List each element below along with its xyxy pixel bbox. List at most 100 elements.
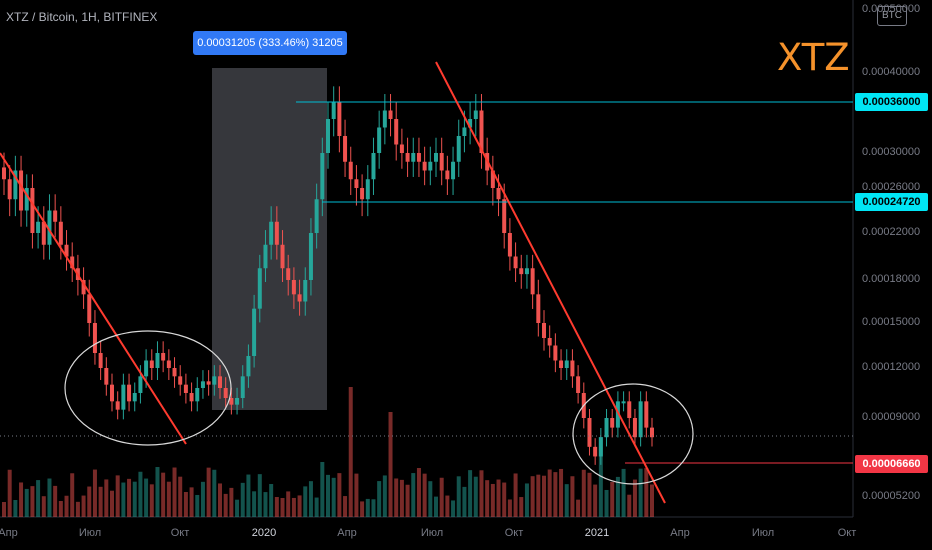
volume-bar [19,482,24,517]
volume-bar [507,499,512,517]
highlight-ellipse-2 [572,383,694,485]
volume-bar [286,491,291,517]
volume-bar [360,501,365,517]
x-tick-label: Окт [170,527,190,539]
volume-bar [632,479,637,517]
volume-bar [218,483,222,517]
y-tick-label: 0.00009000 [862,411,921,423]
volume-bar [274,497,279,517]
volume-bar [576,499,581,517]
y-tick-label: 0.00005200 [862,490,921,502]
volume-bar [206,467,211,517]
candle-body [530,268,535,295]
volume-bar [92,469,97,517]
candle-body [576,376,581,393]
volume-bar [269,484,274,517]
x-tick-label: Окт [504,527,524,539]
candle-body [303,280,308,302]
volume-bar [240,482,245,517]
highlight-ellipse-1 [64,330,232,446]
volume-bar [388,412,393,517]
volume-bar [428,481,433,517]
candle-body [416,153,421,162]
candle-body [553,345,558,361]
candle-body [371,153,376,180]
volume-bar [200,481,205,517]
y-tick-label: 0.00030000 [862,146,921,158]
candle-body [13,170,18,200]
volume-bar [411,473,416,517]
volume-bar [58,501,63,517]
volume-bar [75,501,80,517]
candle-body [223,388,228,398]
volume-bar [473,476,478,517]
volume-bar [2,502,6,517]
volume-bar [161,472,166,517]
candle-body [269,221,274,245]
volume-bar [41,496,46,517]
candle-body [360,188,365,200]
volume-bar [36,480,41,517]
candle-body [252,308,257,356]
y-tick-label: 0.00050000 [862,3,921,15]
candle-body [24,188,29,211]
volume-bar [166,481,171,517]
candle-body [542,323,546,338]
candle-body [127,384,132,402]
x-tick-label: Июл [751,527,775,539]
volume-bar [536,474,541,517]
volume-bar [149,484,154,517]
candle-body [183,384,188,393]
volume-bar [7,469,12,517]
trend-line-2 [435,61,666,504]
candle-body [291,280,296,295]
candle-body [206,381,211,385]
volume-bar [337,473,342,517]
volume-bar [183,492,188,517]
candle-body [41,221,46,245]
candle-body [104,368,109,385]
x-tick-label: Апр [0,527,18,539]
volume-bar [638,468,643,517]
candle-body [263,244,268,269]
volume-bar [354,473,359,517]
volume-bar [30,486,35,517]
candle-body [377,127,382,153]
volume-bar [121,482,126,517]
volume-bar [235,499,240,517]
candle-body [92,323,97,353]
candle-body [388,110,393,119]
candle-body [394,119,399,145]
trend-line-1 [0,152,187,445]
x-tick-label: 2021 [584,527,610,539]
volume-bar [496,479,501,517]
x-tick-label: Окт [837,527,857,539]
candle-body [320,153,325,200]
volume-bar [212,469,217,517]
x-tick-label: Апр [670,527,690,539]
candle-body [2,167,6,180]
candle-body [399,144,404,153]
candle-body [36,221,41,233]
volume-bar [371,499,376,517]
candle-body [439,153,444,171]
candle-body [627,401,632,418]
volume-bar [456,476,461,517]
volume-bar [303,486,308,517]
candle-body [638,401,643,438]
candle-body [286,268,291,280]
volume-bar [615,476,620,517]
currency-badge[interactable]: BTC [877,6,907,26]
volume-bar [519,497,524,517]
volume-bar [280,497,285,517]
volume-bar [621,468,626,517]
volume-bar [524,483,529,517]
volume-bar [377,481,382,517]
candle-body [280,244,285,269]
price-label-current: 0.00006660 [855,455,928,473]
candle-body [604,418,609,438]
y-tick-label: 0.00018000 [862,273,921,285]
volume-bar [53,485,58,517]
